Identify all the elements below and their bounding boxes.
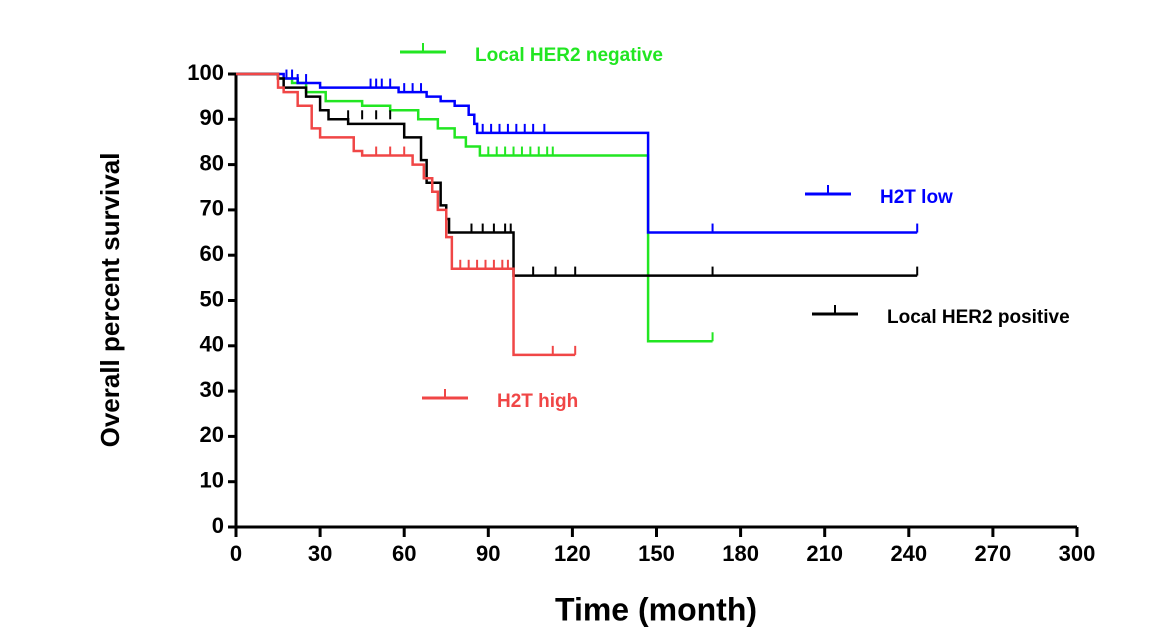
- legend-label: H2T high: [497, 391, 578, 412]
- survival-curve: [236, 72, 918, 234]
- y-tick-label: 40: [200, 332, 224, 357]
- y-tick-label: 50: [200, 286, 224, 311]
- x-tick-label: 0: [230, 541, 242, 566]
- x-axis-label: Time (month): [555, 591, 757, 627]
- x-tick-label: 150: [638, 541, 675, 566]
- survival-curve: [236, 72, 918, 277]
- legend-label: Local HER2 positive: [887, 307, 1070, 328]
- y-tick-label: 20: [200, 422, 224, 447]
- y-tick-label: 100: [187, 60, 224, 85]
- x-tick-label: 30: [308, 541, 332, 566]
- y-tick-label: 10: [200, 468, 224, 493]
- survival-curve: [236, 72, 713, 343]
- x-tick-label: 210: [806, 541, 843, 566]
- x-tick-label: 60: [392, 541, 416, 566]
- y-tick-label: 80: [200, 150, 224, 175]
- survival-curve: [236, 72, 576, 357]
- x-tick-label: 240: [890, 541, 927, 566]
- legend-label: H2T low: [880, 187, 953, 208]
- x-tick-label: 300: [1059, 541, 1096, 566]
- x-tick-label: 90: [476, 541, 500, 566]
- y-tick-label: 0: [212, 513, 224, 538]
- y-axis-label: Overall percent survival: [95, 153, 125, 448]
- legend-label: Local HER2 negative: [475, 45, 663, 66]
- y-tick-label: 30: [200, 377, 224, 402]
- y-tick-label: 90: [200, 105, 224, 130]
- y-tick-label: 70: [200, 196, 224, 221]
- x-tick-label: 180: [722, 541, 759, 566]
- x-tick-label: 120: [554, 541, 591, 566]
- y-tick-label: 60: [200, 241, 224, 266]
- x-tick-label: 270: [975, 541, 1012, 566]
